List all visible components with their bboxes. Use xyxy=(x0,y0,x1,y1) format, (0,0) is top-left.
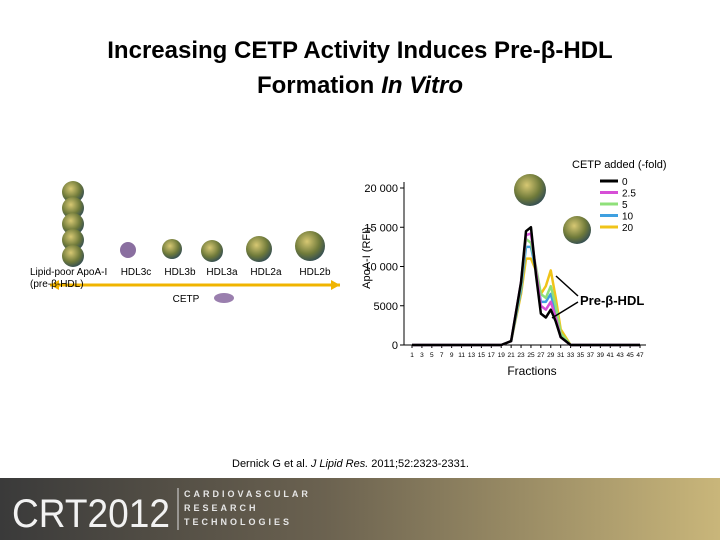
particle-diagram xyxy=(50,174,591,303)
x-tick-label: 39 xyxy=(597,352,605,359)
title-part: Formation xyxy=(257,72,374,99)
x-tick-label: 29 xyxy=(547,352,555,359)
x-tick-label: 3 xyxy=(420,352,424,359)
particle-label: HDL3b xyxy=(164,267,196,278)
x-tick-label: 37 xyxy=(587,352,595,359)
y-tick-label: 15 000 xyxy=(364,222,398,234)
legend-label: 10 xyxy=(622,212,634,223)
y-tick-label: 10 000 xyxy=(364,262,398,274)
series-line xyxy=(412,226,640,347)
legend-label: 0 xyxy=(622,177,628,188)
x-tick-label: 47 xyxy=(636,352,644,359)
legend-title: CETP added (-fold) xyxy=(572,159,667,171)
citation-journal: J Lipid Res. xyxy=(310,458,368,470)
particle-label: Lipid-poor ApoA-I xyxy=(30,267,107,278)
annotation: Pre-β-HDL xyxy=(580,293,644,308)
particle-label: HDL3a xyxy=(206,267,238,278)
citation-part: Dernick G et al. xyxy=(232,458,308,470)
title: Formation In Vitro xyxy=(257,72,463,99)
x-tick-label: 9 xyxy=(450,352,454,359)
x-tick-label: 45 xyxy=(626,352,634,359)
y-tick-label: 0 xyxy=(392,340,398,352)
y-tick-label: 20 000 xyxy=(364,183,398,195)
citation-part: 2011;52:2323-2331. xyxy=(371,458,469,470)
logo-word: RESEARCH xyxy=(184,503,259,513)
cetp-label: CETP xyxy=(173,294,200,305)
x-tick-label: 11 xyxy=(458,352,465,359)
x-tick-label: 31 xyxy=(557,352,565,359)
x-tick-label: 23 xyxy=(517,352,525,359)
legend-label: 5 xyxy=(622,200,628,211)
x-tick-label: 41 xyxy=(607,352,615,359)
legend-label: 2.5 xyxy=(622,189,636,200)
logo: CRT2012 xyxy=(12,492,170,536)
particle-label: HDL2b xyxy=(299,267,331,278)
x-tick-label: 13 xyxy=(468,352,476,359)
y-tick-label: 5000 xyxy=(374,301,398,313)
x-tick-label: 19 xyxy=(498,352,506,359)
x-tick-label: 43 xyxy=(617,352,625,359)
legend-label: 20 xyxy=(622,223,634,234)
particle-label: HDL2a xyxy=(250,267,282,278)
footer-band xyxy=(0,478,720,540)
x-tick-label: 15 xyxy=(478,352,486,359)
x-tick-label: 21 xyxy=(508,352,516,359)
x-tick-label: 25 xyxy=(527,352,535,359)
x-tick-label: 27 xyxy=(537,352,545,359)
logo-word: CARDIOVASCULAR xyxy=(184,489,311,499)
x-tick-label: 7 xyxy=(440,352,444,359)
logo-word: TECHNOLOGIES xyxy=(184,517,292,527)
citation: Dernick G et al. J Lipid Res. 2011;52:2323… xyxy=(232,458,469,470)
title-italic: In Vitro xyxy=(381,72,463,99)
x-tick-label: 35 xyxy=(577,352,585,359)
annotation-arrow xyxy=(551,275,579,319)
x-tick-label: 17 xyxy=(488,352,496,359)
particle-label: HDL3c xyxy=(121,267,152,278)
x-axis-label: Fractions xyxy=(507,364,556,378)
particle-label: (pre-β-HDL) xyxy=(30,279,84,290)
x-tick-label: 33 xyxy=(567,352,575,359)
x-tick-label: 1 xyxy=(410,352,414,359)
x-tick-label: 5 xyxy=(430,352,434,359)
y-axis-label: ApoA-I (RFI) xyxy=(361,227,373,289)
title: Increasing CETP Activity Induces Pre-β-H… xyxy=(107,37,612,64)
